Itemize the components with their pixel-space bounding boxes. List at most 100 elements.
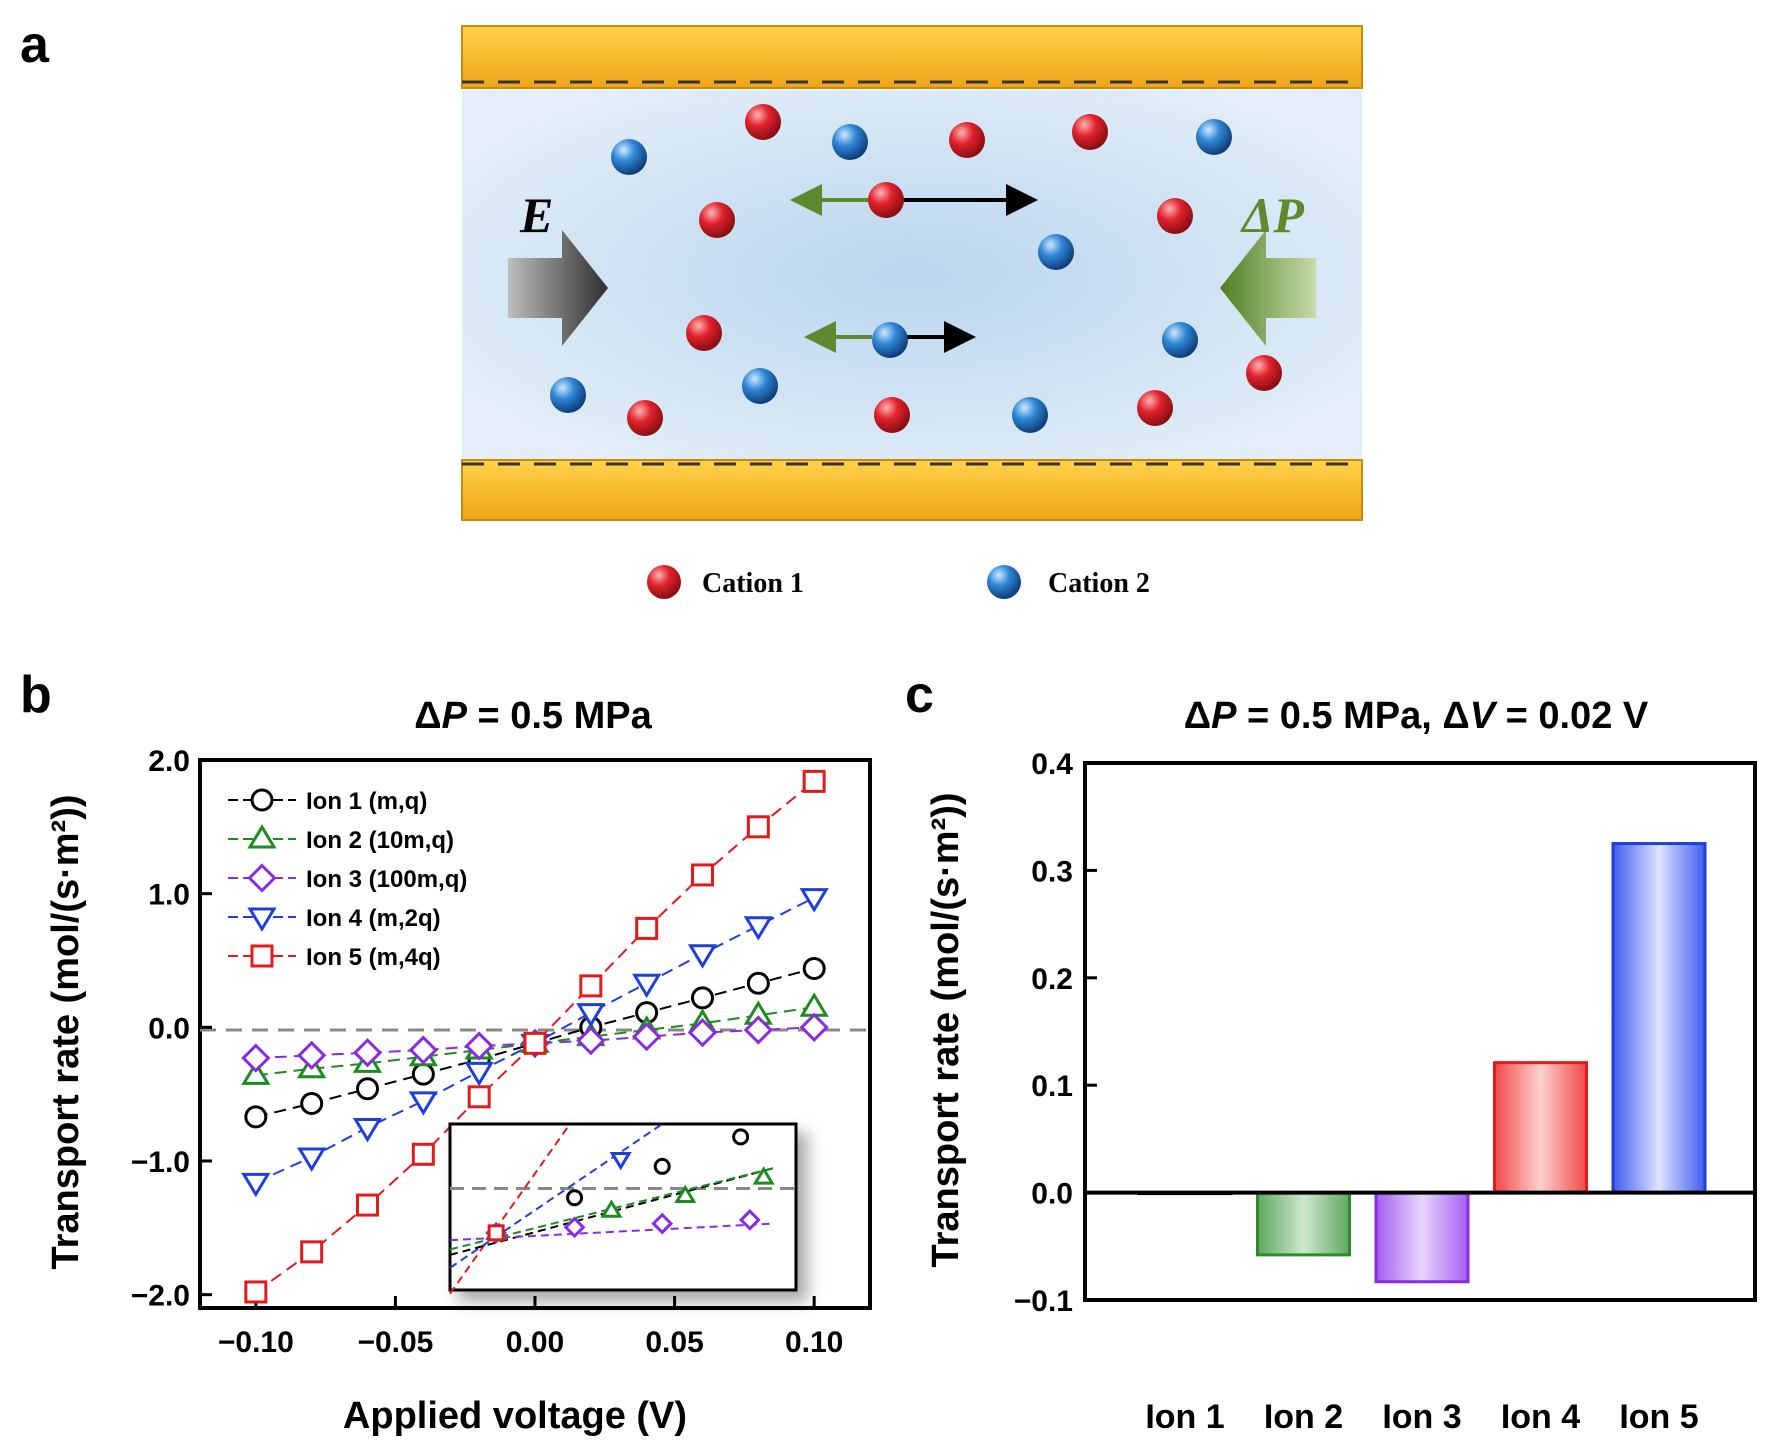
panel-b-title: ΔP = 0.5 MPa [414, 695, 652, 737]
data-point [691, 986, 714, 1010]
y-tick-label: 2.0 [148, 745, 190, 778]
inset-data-point [487, 1224, 505, 1242]
legend-marker [250, 944, 274, 968]
inset-data-point [563, 1216, 586, 1239]
data-point [244, 1105, 268, 1129]
x-tick-label: 0.05 [645, 1326, 703, 1359]
data-point [799, 992, 829, 1017]
inset-data-point [653, 1157, 671, 1175]
cation-1 [745, 104, 781, 140]
legend-cation-2-label: Cation 2 [1048, 568, 1150, 599]
data-point [241, 1043, 271, 1073]
electric-field-label: E [519, 187, 553, 243]
data-point [799, 888, 829, 913]
data-point [300, 1092, 324, 1116]
data-point [467, 1085, 491, 1109]
cation-1 [874, 397, 910, 433]
cation-2 [742, 368, 778, 404]
inset-data-point [738, 1209, 761, 1231]
cation-2 [1196, 119, 1232, 155]
data-point [687, 1018, 718, 1048]
data-point [300, 1240, 324, 1264]
data-point [799, 1012, 829, 1042]
data-point [523, 1031, 547, 1055]
data-point [411, 1142, 435, 1166]
panel-c-plot-frame [1083, 761, 1757, 1302]
inset-data-point [651, 1212, 674, 1235]
pressure-arrow [1220, 230, 1316, 346]
pressure-label: ΔP [1240, 187, 1304, 243]
data-point [687, 944, 718, 969]
inset-data-point [600, 1199, 623, 1218]
cation-2 [611, 139, 647, 175]
panel-c: c ΔP = 0.5 MPa, ΔV = 0.02 V −0.1 0.0 0.1 0.… [905, 666, 1757, 1436]
panel-b-legend: Ion 1 (m,q) Ion 2 (10m,q) Ion 3 (100m,q) Io… [228, 788, 467, 971]
x-tick-label: 0.00 [506, 1326, 564, 1359]
data-point [632, 973, 662, 999]
data-point [244, 1280, 268, 1304]
ions [550, 104, 1282, 436]
cation-1 [1246, 355, 1282, 391]
panel-b-x-ticks: −0.10 −0.05 0.00 0.05 0.10 [218, 1296, 843, 1359]
data-point [411, 1062, 435, 1086]
cation-2 [1162, 322, 1198, 358]
category-label: Ion 5 [1619, 1398, 1698, 1436]
y-tick-label: 0.2 [1031, 963, 1073, 996]
data-point [746, 971, 770, 995]
legend-marker [247, 863, 277, 893]
inset-data-point [732, 1128, 750, 1146]
inset-data-point [566, 1189, 584, 1207]
data-point [408, 1035, 438, 1065]
data-point [743, 916, 773, 941]
cation-2 [550, 377, 586, 413]
legend-marker [250, 788, 274, 812]
legend-marker [247, 907, 277, 932]
panel-c-bars [1137, 842, 1707, 1284]
data-point [635, 916, 659, 940]
inset-frame [448, 1122, 798, 1292]
legend-label: Ion 4 (m,2q) [306, 905, 441, 932]
y-tick-label: −0.1 [1014, 1285, 1073, 1318]
cation-1 [686, 315, 722, 351]
legend-marker [247, 824, 277, 849]
panel-b-inset [448, 1122, 798, 1295]
panel-a: a E ΔP [20, 16, 1363, 599]
cation-2 [872, 322, 908, 358]
data-point [802, 957, 826, 981]
inset-series [449, 1123, 796, 1295]
category-label: Ion 3 [1382, 1398, 1461, 1436]
legend-cation-1-label: Cation 1 [702, 568, 804, 599]
electric-field-arrow [508, 230, 608, 346]
cation-1 [868, 182, 904, 218]
x-tick-label: −0.05 [357, 1326, 433, 1359]
data-point [576, 1026, 606, 1056]
y-tick-label: 0.4 [1031, 748, 1073, 781]
data-point [691, 863, 714, 887]
panel-b-x-axis-label: Applied voltage (V) [343, 1395, 687, 1437]
panel-b-letter: b [20, 666, 52, 724]
data-point [241, 1172, 271, 1198]
top-wall [461, 25, 1363, 89]
legend-label: Ion 2 (10m,q) [306, 827, 454, 854]
category-label: Ion 1 [1145, 1398, 1224, 1436]
panel-c-y-axis-label: Transport rate (mol/(s·m²)) [925, 792, 967, 1267]
data-point [356, 1193, 379, 1217]
cation-2 [1038, 234, 1074, 270]
legend-label: Ion 3 (100m,q) [306, 866, 467, 893]
x-tick-label: −0.10 [218, 1326, 294, 1359]
y-tick-label: 0.0 [148, 1012, 190, 1045]
bar [1611, 842, 1707, 1195]
data-point [579, 974, 603, 998]
data-point [746, 815, 770, 839]
series-line [255, 1026, 815, 1060]
cation-1 [949, 122, 985, 158]
cation-1 [1137, 390, 1173, 426]
y-tick-label: 0.0 [1031, 1178, 1073, 1211]
panel-b-y-axis-label: Transport rate (mol/(s·m²)) [45, 794, 87, 1269]
panel-a-letter: a [20, 16, 50, 74]
cation-1 [1072, 114, 1108, 150]
legend-label: Ion 5 (m,4q) [306, 944, 441, 971]
x-tick-label: 0.10 [785, 1326, 843, 1359]
data-point [632, 1022, 662, 1052]
